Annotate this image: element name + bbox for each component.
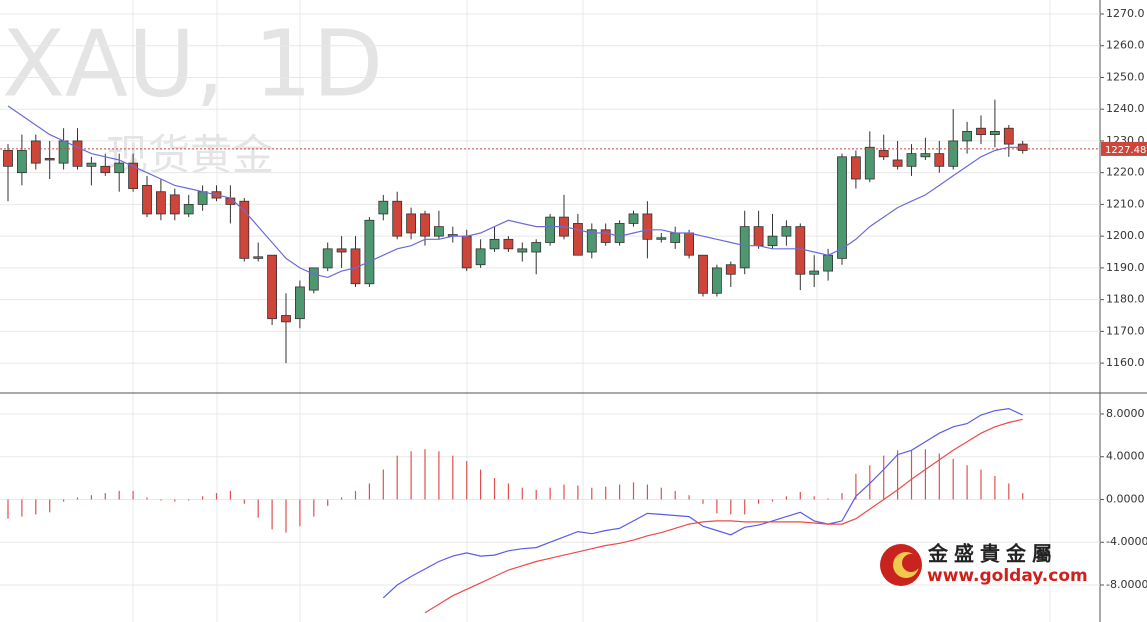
moving-average bbox=[7, 105, 1023, 279]
candle-body bbox=[322, 248, 333, 269]
logo-name: 金盛貴金屬 bbox=[927, 542, 1058, 566]
candle-body bbox=[531, 242, 542, 253]
candle-body bbox=[378, 200, 389, 215]
y-tick-label: 1260.0 bbox=[1106, 39, 1145, 52]
candle-body bbox=[253, 256, 264, 259]
candle-body bbox=[100, 165, 111, 174]
candle-body bbox=[725, 264, 736, 275]
y-tick-label: 1190.0 bbox=[1106, 261, 1145, 274]
macd-line bbox=[424, 418, 1023, 614]
y-tick-label: 8.0000 bbox=[1106, 407, 1145, 420]
candle-body bbox=[433, 226, 444, 237]
candle-body bbox=[72, 140, 83, 167]
candle-body bbox=[823, 254, 833, 272]
y-tick-label: 1200.0 bbox=[1106, 229, 1145, 242]
candle-body bbox=[712, 267, 722, 294]
candle-body bbox=[837, 156, 847, 259]
y-tick-label: 1250.0 bbox=[1106, 70, 1145, 83]
candle-body bbox=[169, 194, 180, 215]
y-tick-label: 1160.0 bbox=[1106, 356, 1145, 369]
candle-body bbox=[767, 235, 778, 247]
candle-body bbox=[976, 127, 986, 135]
candle-body bbox=[197, 191, 208, 205]
candle-body bbox=[294, 286, 305, 320]
candle-body bbox=[3, 150, 13, 167]
candle-body bbox=[114, 162, 125, 174]
y-tick-label: 1220.0 bbox=[1106, 166, 1145, 179]
candle-body bbox=[392, 200, 403, 237]
candle-body bbox=[851, 156, 861, 180]
y-tick-label: 1210.0 bbox=[1106, 197, 1145, 210]
watermark-title: XAU, 1D bbox=[2, 10, 383, 117]
candle-body bbox=[155, 191, 166, 215]
y-tick-label: -8.0000 bbox=[1106, 578, 1147, 591]
y-tick-label: 1180.0 bbox=[1106, 293, 1145, 306]
y-tick-label: 1170.0 bbox=[1106, 324, 1145, 337]
candle-body bbox=[44, 157, 55, 161]
candle-body bbox=[670, 232, 681, 243]
candle-body bbox=[586, 229, 597, 253]
candle-body bbox=[281, 315, 291, 323]
candle-body bbox=[336, 248, 347, 253]
macd-line bbox=[382, 407, 1023, 599]
candle-body bbox=[990, 131, 1000, 135]
candle-body bbox=[1003, 127, 1014, 145]
candle-body bbox=[239, 200, 250, 259]
candle-body bbox=[475, 248, 486, 266]
candle-body bbox=[698, 254, 708, 294]
candle-body bbox=[267, 254, 278, 320]
candle-body bbox=[920, 153, 931, 158]
candle-body bbox=[642, 213, 653, 240]
candle-body bbox=[142, 184, 152, 215]
candle-body bbox=[892, 159, 903, 167]
candle-body bbox=[503, 238, 514, 250]
candle-body bbox=[600, 229, 611, 243]
last-price-label: 1227.48 bbox=[1105, 145, 1146, 156]
candles bbox=[3, 99, 1028, 364]
candle-body bbox=[364, 219, 375, 285]
candle-body bbox=[948, 140, 959, 167]
candle-body bbox=[962, 131, 972, 142]
candle-body bbox=[753, 226, 764, 247]
candle-body bbox=[406, 213, 417, 234]
candle-body bbox=[739, 226, 750, 269]
candle-body bbox=[86, 162, 97, 167]
candle-body bbox=[573, 223, 583, 256]
plot-layer: 1160.0 1170.0 1180.0 1190.0 1200.0 1210.0 1220… bbox=[0, 7, 1147, 614]
candle-body bbox=[128, 162, 139, 189]
candle-body bbox=[16, 150, 27, 174]
candle-body bbox=[656, 237, 667, 240]
candle-body bbox=[628, 213, 639, 224]
candle-body bbox=[420, 213, 430, 237]
logo: 金盛貴金屬 www.golday.com bbox=[880, 542, 1088, 586]
logo-url: www.golday.com bbox=[927, 566, 1088, 586]
last-price-box bbox=[1101, 141, 1147, 156]
candle-body bbox=[614, 223, 625, 243]
y-tick-label: 1240.0 bbox=[1106, 102, 1145, 115]
candle-body bbox=[906, 153, 917, 167]
candle-body bbox=[183, 204, 194, 215]
candle-body bbox=[30, 140, 41, 164]
candle-body bbox=[878, 150, 889, 158]
candle-body bbox=[684, 232, 694, 256]
candle-body bbox=[545, 216, 555, 243]
candle-body bbox=[58, 140, 69, 164]
y-tick-label: 4.0000 bbox=[1106, 450, 1145, 463]
candle-body bbox=[461, 235, 472, 269]
candle-body bbox=[809, 270, 820, 275]
candle-body bbox=[864, 146, 875, 180]
y-tick-label: 0.0000 bbox=[1106, 492, 1145, 505]
candle-body bbox=[517, 248, 528, 253]
candle-body bbox=[795, 226, 806, 275]
candle-body bbox=[489, 238, 500, 250]
candle-body bbox=[308, 267, 319, 291]
y-tick-label: -4.0000 bbox=[1106, 535, 1147, 548]
candle-body bbox=[934, 153, 945, 167]
y-tick-label: 1270.0 bbox=[1106, 7, 1145, 20]
candle-body bbox=[781, 226, 792, 237]
